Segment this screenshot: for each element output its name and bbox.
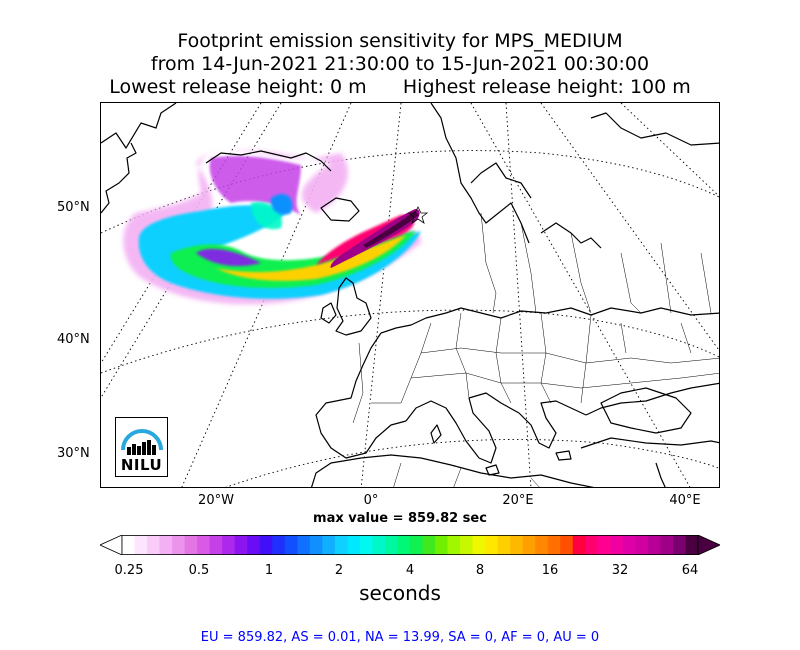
colorbar-tick: 2 xyxy=(334,563,344,578)
map-panel xyxy=(100,102,720,488)
colorbar-segment xyxy=(460,535,474,555)
colorbar-segment xyxy=(435,535,449,555)
colorbar-segment xyxy=(259,535,273,555)
graticule xyxy=(101,103,719,487)
colorbar-tick: 0.5 xyxy=(188,563,210,578)
colorbar-tick: 16 xyxy=(541,563,559,578)
nilu-logo-text: NILU xyxy=(120,456,163,474)
colorbar-segment xyxy=(560,535,574,555)
colorbar-segment xyxy=(347,535,361,555)
colorbar-segment xyxy=(685,535,699,555)
colorbar-segment xyxy=(222,535,236,555)
colorbar-segment xyxy=(535,535,549,555)
plot-title-line-3: Lowest release height: 0 m Highest relea… xyxy=(109,76,691,98)
colorbar-segment xyxy=(147,535,161,555)
colorbar-segment xyxy=(197,535,211,555)
colorbar-segment xyxy=(585,535,599,555)
colorbar-segment xyxy=(485,535,499,555)
footprint-plume xyxy=(123,149,422,305)
colorbar-segment xyxy=(572,535,586,555)
lon-label-40e: 40°E xyxy=(669,493,701,508)
lat-label-50n: 50°N xyxy=(57,200,90,215)
colorbar-segment xyxy=(297,535,311,555)
colorbar-segment xyxy=(284,535,298,555)
colorbar-segment xyxy=(622,535,636,555)
colorbar-extend-low xyxy=(100,535,123,555)
map-canvas xyxy=(101,103,719,487)
colorbar-segment xyxy=(647,535,661,555)
colorbar-tick: 64 xyxy=(681,563,699,578)
colorbar-segment xyxy=(172,535,186,555)
nilu-logo-emblem xyxy=(121,429,163,455)
colorbar-label: seconds xyxy=(359,581,441,605)
release-point-marker xyxy=(407,206,429,224)
colorbar-segment xyxy=(610,535,624,555)
colorbar-segment xyxy=(672,535,686,555)
region-stats: EU = 859.82, AS = 0.01, NA = 13.99, SA =… xyxy=(200,630,600,645)
coastlines xyxy=(101,103,719,487)
lon-label-0: 0° xyxy=(363,493,379,508)
colorbar-tick: 8 xyxy=(475,563,485,578)
colorbar-extend-high xyxy=(697,535,720,555)
colorbar xyxy=(100,535,720,555)
colorbar-segment xyxy=(184,535,198,555)
plot-title-line-2: from 14-Jun-2021 21:30:00 to 15-Jun-2021… xyxy=(150,53,650,75)
colorbar-segment xyxy=(547,535,561,555)
colorbar-segment xyxy=(447,535,461,555)
colorbar-segment xyxy=(122,535,136,555)
max-value-label: max value = 859.82 sec xyxy=(313,511,487,526)
colorbar-tick: 1 xyxy=(264,563,274,578)
colorbar-segment xyxy=(497,535,511,555)
colorbar-segment xyxy=(247,535,261,555)
colorbar-segment xyxy=(359,535,373,555)
colorbar-segment xyxy=(209,535,223,555)
colorbar-segment xyxy=(597,535,611,555)
colorbar-tick: 32 xyxy=(611,563,629,578)
colorbar-segment xyxy=(272,535,286,555)
lat-label-30n: 30°N xyxy=(57,446,90,461)
colorbar-segment xyxy=(472,535,486,555)
colorbar-segment xyxy=(234,535,248,555)
colorbar-tick: 4 xyxy=(405,563,415,578)
lon-label-20e: 20°E xyxy=(502,493,534,508)
colorbar-segment xyxy=(309,535,323,555)
colorbar-segment xyxy=(334,535,348,555)
colorbar-segment xyxy=(134,535,148,555)
colorbar-segment xyxy=(372,535,386,555)
colorbar-border xyxy=(121,535,699,555)
colorbar-segment xyxy=(635,535,649,555)
colorbar-segment xyxy=(660,535,674,555)
colorbar-segment xyxy=(322,535,336,555)
nilu-logo: NILU xyxy=(115,417,168,477)
colorbar-segment xyxy=(384,535,398,555)
colorbar-segment xyxy=(522,535,536,555)
colorbar-segment xyxy=(397,535,411,555)
colorbar-segment xyxy=(422,535,436,555)
colorbar-segment xyxy=(410,535,424,555)
country-borders xyxy=(352,212,719,487)
colorbar-segment xyxy=(159,535,173,555)
colorbar-tick: 0.25 xyxy=(114,563,144,578)
colorbar-segment xyxy=(510,535,524,555)
plot-title-line-1: Footprint emission sensitivity for MPS_M… xyxy=(177,30,623,52)
lat-label-40n: 40°N xyxy=(57,332,90,347)
lon-label-20w: 20°W xyxy=(198,493,234,508)
